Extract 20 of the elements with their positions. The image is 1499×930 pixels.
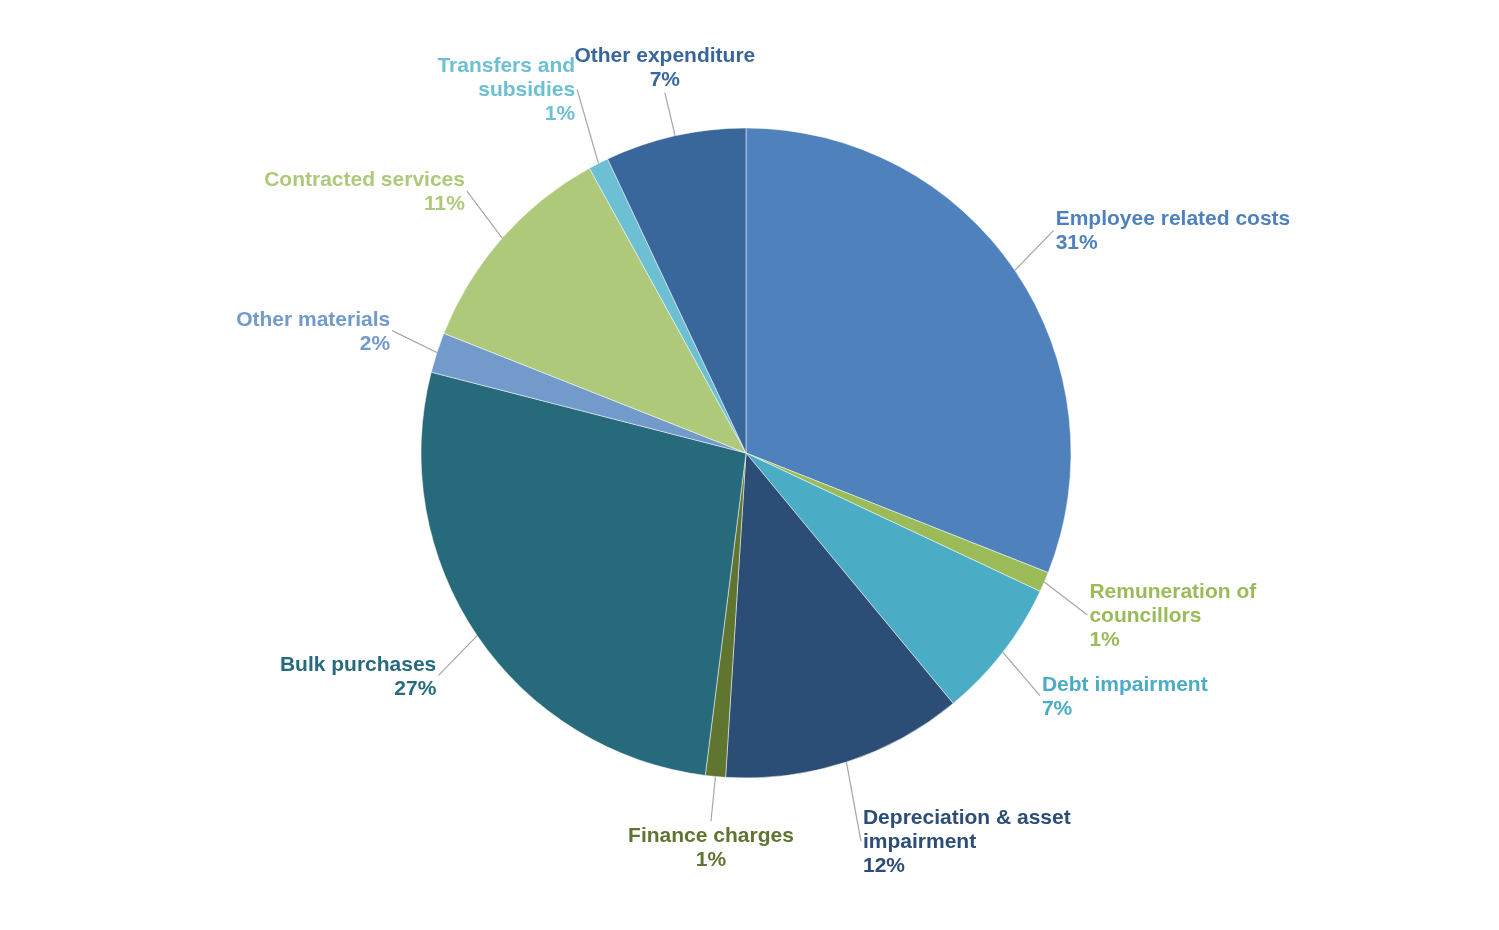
data-label: 7% — [1041, 695, 1073, 719]
slice-label: Depreciation & asset impairment — [862, 805, 1071, 853]
slice-label: Finance charges — [628, 823, 794, 847]
slice-label: Other materials — [236, 306, 391, 330]
slice-label: Remuneration of councillors — [1089, 579, 1258, 627]
slice-label: Contracted services — [264, 167, 465, 191]
slice-label: Bulk purchases — [279, 651, 437, 675]
data-label: 27% — [394, 675, 437, 699]
slice-label: Debt impairment — [1041, 671, 1208, 695]
data-label: 12% — [862, 853, 906, 877]
slice-label: Employee related costs — [1055, 206, 1291, 230]
data-label: 2% — [359, 330, 391, 354]
data-label: 1% — [1089, 627, 1121, 651]
slice-label: Other expenditure — [574, 42, 756, 66]
data-label: 1% — [695, 847, 727, 871]
data-label: 11% — [424, 191, 466, 215]
data-label: 31% — [1055, 230, 1099, 254]
data-label: 7% — [649, 66, 681, 90]
data-label: 1% — [544, 101, 576, 125]
slice-label: Transfers and subsidies — [437, 53, 576, 101]
